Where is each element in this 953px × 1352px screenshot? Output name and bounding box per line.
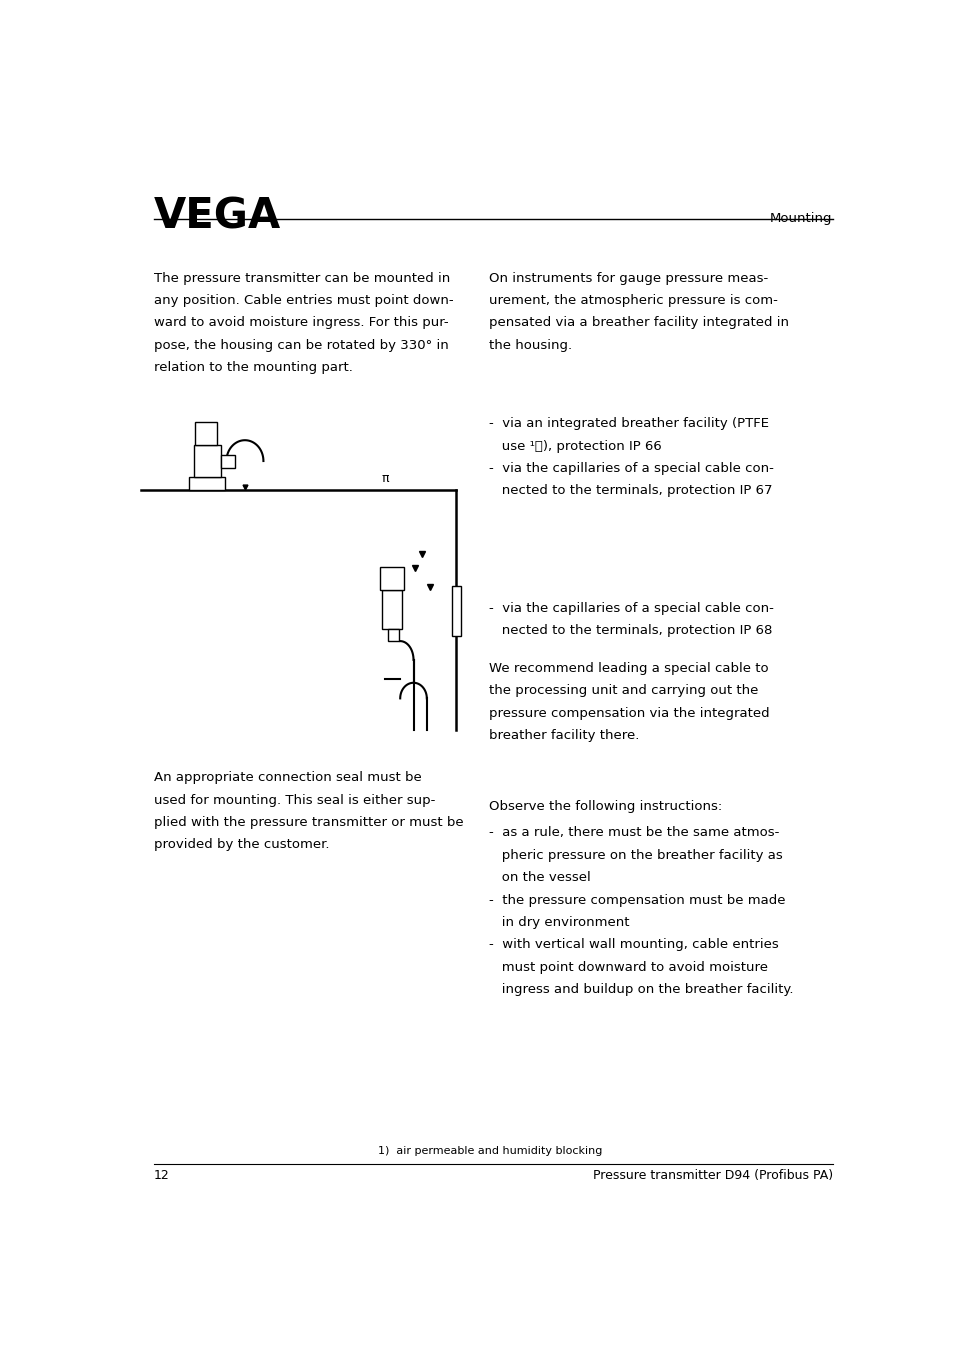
Text: Mounting: Mounting (769, 212, 832, 226)
Text: pressure compensation via the integrated: pressure compensation via the integrated (488, 707, 769, 719)
Bar (380, 568, 403, 589)
Bar (220, 454, 235, 468)
Text: nected to the terminals, protection IP 68: nected to the terminals, protection IP 6… (488, 623, 772, 637)
Text: must point downward to avoid moisture: must point downward to avoid moisture (488, 961, 767, 973)
Text: ward to avoid moisture ingress. For this pur-: ward to avoid moisture ingress. For this… (153, 316, 448, 330)
Text: pheric pressure on the breather facility as: pheric pressure on the breather facility… (488, 849, 781, 861)
Bar (194, 422, 216, 445)
Text: breather facility there.: breather facility there. (488, 729, 639, 742)
Text: used for mounting. This seal is either sup-: used for mounting. This seal is either s… (153, 794, 435, 807)
Text: -  via the capillaries of a special cable con-: - via the capillaries of a special cable… (488, 602, 773, 615)
Text: pensated via a breather facility integrated in: pensated via a breather facility integra… (488, 316, 788, 330)
Text: pose, the housing can be rotated by 330° in: pose, the housing can be rotated by 330°… (153, 339, 448, 352)
Text: Observe the following instructions:: Observe the following instructions: (488, 800, 721, 814)
Text: 12: 12 (153, 1169, 170, 1182)
Text: -  with vertical wall mounting, cable entries: - with vertical wall mounting, cable ent… (488, 938, 778, 952)
Text: the housing.: the housing. (488, 339, 572, 352)
Bar (381, 589, 402, 629)
Text: nected to the terminals, protection IP 67: nected to the terminals, protection IP 6… (488, 484, 772, 498)
Text: urement, the atmospheric pressure is com-: urement, the atmospheric pressure is com… (488, 293, 777, 307)
Text: VEGA: VEGA (153, 196, 281, 238)
Text: -  via the capillaries of a special cable con-: - via the capillaries of a special cable… (488, 462, 773, 475)
Text: on the vessel: on the vessel (488, 871, 590, 884)
Text: Pressure transmitter D94 (Profibus PA): Pressure transmitter D94 (Profibus PA) (592, 1169, 832, 1182)
Text: -  the pressure compensation must be made: - the pressure compensation must be made (488, 894, 784, 907)
Text: π: π (381, 472, 389, 485)
Text: -  as a rule, there must be the same atmos-: - as a rule, there must be the same atmo… (488, 826, 779, 840)
Text: in dry environment: in dry environment (488, 915, 629, 929)
Bar (452, 585, 460, 635)
Text: provided by the customer.: provided by the customer. (153, 838, 329, 852)
Text: An appropriate connection seal must be: An appropriate connection seal must be (153, 771, 421, 784)
Bar (193, 445, 220, 477)
Text: relation to the mounting part.: relation to the mounting part. (153, 361, 353, 375)
Text: On instruments for gauge pressure meas-: On instruments for gauge pressure meas- (488, 272, 767, 284)
Bar (388, 629, 398, 641)
Text: ingress and buildup on the breather facility.: ingress and buildup on the breather faci… (488, 983, 793, 996)
Text: -  via an integrated breather facility (PTFE: - via an integrated breather facility (P… (488, 418, 768, 430)
Text: the processing unit and carrying out the: the processing unit and carrying out the (488, 684, 758, 698)
Text: any position. Cable entries must point down-: any position. Cable entries must point d… (153, 293, 453, 307)
Text: plied with the pressure transmitter or must be: plied with the pressure transmitter or m… (153, 817, 463, 829)
Text: The pressure transmitter can be mounted in: The pressure transmitter can be mounted … (153, 272, 450, 284)
Text: use ¹⧠), protection IP 66: use ¹⧠), protection IP 66 (488, 439, 661, 453)
Bar (190, 477, 225, 491)
Text: We recommend leading a special cable to: We recommend leading a special cable to (488, 662, 768, 675)
Text: 1)  air permeable and humidity blocking: 1) air permeable and humidity blocking (377, 1146, 601, 1156)
